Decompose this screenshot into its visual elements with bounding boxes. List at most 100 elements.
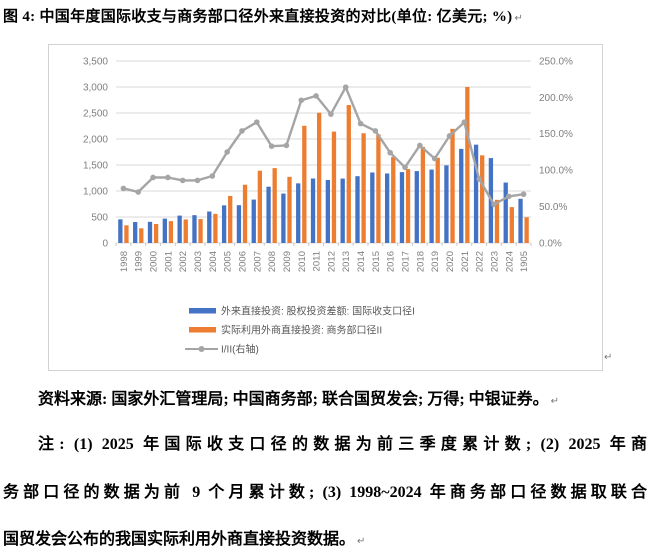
legend-swatch [189,327,216,333]
ratio-line-marker [254,119,260,125]
x-axis-tick: 2008 [267,251,278,272]
bar [168,221,174,243]
ratio-line-marker [298,97,305,104]
bar [242,184,248,243]
legend-label: 实际利用外商直接投资: 商务部口径II [221,324,382,337]
figure-title: 图 4: 中国年度国际收支与商务部口径外来直接投资的对比(单位: 亿美元; %)… [3,5,647,26]
bar [414,171,419,243]
legend-label: I/II(右轴) [221,343,259,356]
ratio-line-series [120,84,527,208]
ratio-line-marker [120,185,127,192]
bar [503,182,508,243]
paragraph-mark-icon: ↵ [604,352,613,363]
ratio-line-marker [179,177,186,184]
figure-title-text: 图 4: 中国年度国际收支与商务部口径外来直接投资的对比(单位: 亿美元; %) [3,9,513,25]
ratio-line-marker [268,143,275,149]
ratio-line-marker [431,155,438,162]
bar [376,134,381,243]
bar [346,105,351,243]
x-axis-tick: 2010 [297,251,308,272]
bar [429,169,434,243]
bar [310,178,316,243]
bar [509,207,514,243]
ratio-line-marker [283,142,290,149]
y-axis-left-tick: 0 [102,238,108,249]
bar [147,221,153,243]
bar [133,222,138,243]
ratio-line-marker [446,133,453,139]
bar [183,219,188,243]
ratio-line-marker [357,120,364,127]
bar [153,223,159,243]
bar [340,178,345,243]
x-axis-tick: 2009 [282,251,293,272]
bar [450,128,455,243]
x-axis-tick: 2001 [163,251,174,272]
bar [198,219,203,243]
bar [444,165,449,243]
y-axis-right-tick: 200.0% [539,93,573,104]
x-axis-tick: 2024 [504,251,515,272]
bar [266,186,271,243]
ratio-line-marker [194,177,201,184]
bar [251,199,256,243]
y-axis-left-labels: 0 500 1,000 1,500 2,000 2,500 3,000 3,500 [83,56,108,249]
bar [192,215,197,243]
x-axis-tick: 2021 [460,251,471,272]
x-axis-tick: 2013 [341,251,352,272]
bar [361,133,366,243]
bar [281,193,286,243]
x-axis-tick: 2000 [149,251,160,272]
x-axis-tick: 2019 [430,251,441,272]
paragraph-mark-icon: ↵ [514,13,524,24]
y-axis-right-tick: 0.0% [539,238,562,249]
bar [118,219,123,243]
y-axis-left-tick: 3,000 [83,82,108,93]
x-axis-tick: 1905 [519,251,530,272]
bar [494,199,500,243]
note-line-2: 务部口径的数据为前 9 个月累计数; (3) 1998~2024 年商务部口径数… [3,484,647,501]
bar [370,172,375,243]
ratio-line-marker [328,111,334,117]
y-axis-right-tick: 150.0% [539,129,573,140]
bar [296,183,301,243]
ratio-line [122,86,525,206]
x-axis-tick: 2004 [208,251,219,272]
y-axis-left-tick: 2,500 [83,108,108,119]
bar [257,170,263,243]
bar [287,176,292,243]
bar [177,215,182,243]
bar [162,218,167,243]
bar [221,205,227,243]
bar [391,156,396,243]
bar [524,217,529,243]
x-axis-tick: 2020 [445,251,456,272]
bar-series-1 [124,87,529,244]
bar [228,195,233,243]
legend-line-marker [198,346,205,352]
x-axis-tick: 2014 [356,251,367,272]
chart-container: 0 500 1,000 1,500 2,000 2,500 3,000 3,500 0.0% 50… [48,44,603,371]
x-axis-tick: 2003 [193,251,204,272]
ratio-line-marker [520,191,527,198]
x-axis-tick: 1998 [119,251,130,272]
bar [139,228,144,243]
x-axis-tick: 2016 [386,251,397,272]
bar [473,144,479,243]
ratio-line-marker [150,174,156,181]
y-axis-right-tick: 250.0% [539,56,573,67]
x-axis-tick: 2012 [326,251,337,272]
fdi-comparison-chart: 0 500 1,000 1,500 2,000 2,500 3,000 3,500 0.0% 50… [83,56,573,356]
source-text: 资料来源: 国家外汇管理局; 中国商务部; 联合国贸发会; 万得; 中银证券。 [38,391,549,408]
x-axis-tick: 2017 [401,251,412,272]
ratio-line-marker [461,119,468,125]
bar [124,225,129,243]
bar [213,213,218,243]
x-axis-tick: 2015 [371,251,382,272]
bar [405,169,411,243]
ratio-line-marker [135,189,142,195]
bar [272,168,277,243]
ratio-line-marker [491,201,497,208]
y-axis-left-tick: 1,500 [83,160,108,171]
